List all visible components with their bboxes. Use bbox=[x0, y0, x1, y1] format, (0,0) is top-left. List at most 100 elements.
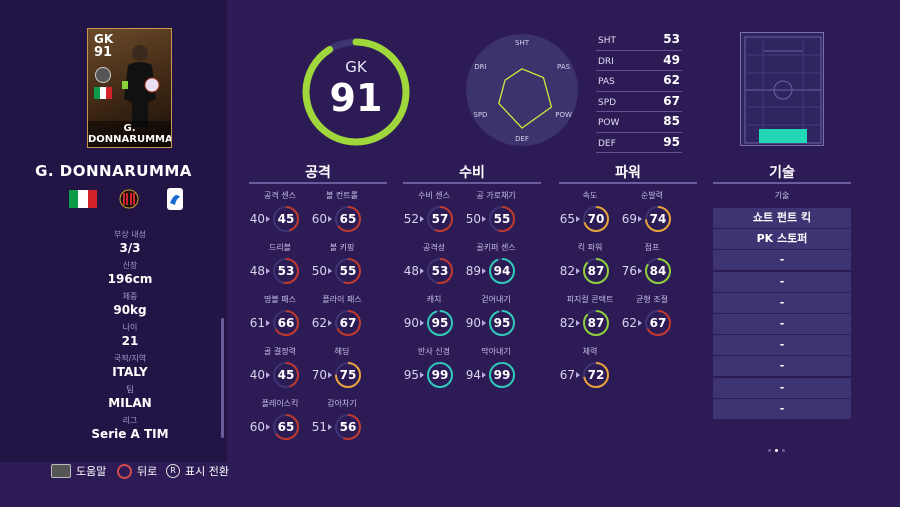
radar-label-sht: SHT bbox=[515, 39, 530, 47]
attribute-ring: 66 bbox=[272, 309, 300, 337]
arrow-right-icon bbox=[266, 320, 270, 326]
attribute-values: 60 65 bbox=[309, 205, 362, 233]
skill-slot[interactable]: - bbox=[713, 356, 851, 377]
help-hint[interactable]: 도움말 bbox=[51, 463, 106, 479]
attribute-value: 56 bbox=[339, 420, 357, 434]
attribute-ring: 74 bbox=[644, 205, 672, 233]
attribute-ring-arc bbox=[489, 206, 515, 232]
attribute-ring: 87 bbox=[582, 257, 610, 285]
skill-slot[interactable]: - bbox=[713, 292, 851, 313]
arrow-right-icon bbox=[328, 320, 332, 326]
attribute-ring-arc bbox=[335, 258, 361, 284]
skill-slot[interactable]: - bbox=[713, 335, 851, 356]
attribute-values: 95 99 bbox=[401, 361, 454, 389]
summary-stat-value: 95 bbox=[663, 134, 680, 149]
attribute-ring-arc bbox=[273, 258, 299, 284]
attribute-attack: 볼 키핑 50 55 bbox=[311, 242, 411, 284]
attribute-value: 55 bbox=[493, 212, 511, 226]
gauge-position: GK bbox=[345, 58, 367, 76]
back-hint[interactable]: 뒤로 bbox=[117, 463, 157, 479]
attribute-ring-arc bbox=[427, 206, 453, 232]
attribute-defense: 반사 신경 95 99 bbox=[401, 346, 503, 389]
toggle-view-hint[interactable]: R 표시 전환 bbox=[166, 463, 229, 479]
nationality-flag-icon bbox=[69, 190, 97, 208]
skill-slot[interactable]: PK 스토퍼 bbox=[713, 229, 851, 250]
attribute-value: 99 bbox=[493, 368, 511, 382]
attribute-values: 61 66 bbox=[247, 309, 300, 337]
attribute-label: 막아내기 bbox=[481, 347, 511, 356]
skill-slot[interactable]: - bbox=[713, 250, 851, 271]
skill-slot[interactable]: - bbox=[713, 271, 851, 292]
attribute-value: 66 bbox=[277, 316, 295, 330]
attribute-attack: 헤딩 70 75 bbox=[311, 346, 411, 388]
attribute-defense: 캐치 90 95 bbox=[401, 294, 503, 337]
attribute-label: 공 가로채기 bbox=[476, 191, 516, 200]
summary-stat-row: SHT 53 bbox=[596, 30, 682, 51]
attribute-base-value: 82 bbox=[559, 264, 575, 278]
arrow-right-icon bbox=[420, 372, 424, 378]
attribute-values: 65 70 bbox=[557, 205, 610, 233]
gk-zone-highlight bbox=[759, 129, 807, 143]
attribute-ring-arc bbox=[273, 414, 299, 440]
attribute-ring: 95 bbox=[426, 309, 454, 337]
attribute-values: 90 95 bbox=[401, 309, 454, 337]
summary-stat-value: 49 bbox=[663, 52, 680, 67]
attribute-ring-arc bbox=[645, 206, 671, 232]
skill-slot[interactable]: - bbox=[713, 398, 851, 419]
info-value: ITALY bbox=[112, 365, 148, 379]
attribute-ring: 94 bbox=[488, 257, 516, 285]
league-logo-icon bbox=[167, 188, 183, 210]
radar-label-dri: DRI bbox=[474, 63, 486, 71]
skill-slot[interactable]: - bbox=[713, 313, 851, 334]
radar-label-def: DEF bbox=[515, 135, 529, 143]
attribute-base-value: 40 bbox=[249, 212, 265, 226]
attribute-ring-arc bbox=[489, 258, 515, 284]
skill-slot[interactable]: - bbox=[713, 377, 851, 398]
arrow-right-icon bbox=[266, 372, 270, 378]
skills-label: 기술 bbox=[774, 191, 790, 200]
attribute-value: 67 bbox=[649, 316, 667, 330]
position-pitch bbox=[740, 32, 824, 146]
attribute-values: 90 95 bbox=[463, 309, 516, 337]
arrow-right-icon bbox=[328, 424, 332, 430]
arrow-right-icon bbox=[576, 268, 580, 274]
attribute-power: 킥 파워 82 87 bbox=[559, 242, 659, 285]
attribute-value: 99 bbox=[431, 368, 449, 382]
attribute-label: 피지컬 콘택트 bbox=[566, 295, 614, 304]
attribute-value: 55 bbox=[339, 264, 357, 278]
attribute-base-value: 61 bbox=[249, 316, 265, 330]
info-label: 리그 bbox=[122, 416, 138, 425]
attribute-attack: 골 결정력 40 45 bbox=[249, 346, 349, 388]
attribute-attack: 드리블 48 53 bbox=[249, 242, 349, 284]
attribute-base-value: 48 bbox=[403, 264, 419, 278]
arrow-right-icon bbox=[638, 268, 642, 274]
attribute-ring-arc bbox=[335, 362, 361, 388]
attribute-values: 76 84 bbox=[619, 257, 672, 285]
info-scrollbar[interactable] bbox=[221, 318, 224, 438]
attribute-label: 땅볼 패스 bbox=[264, 295, 296, 304]
attribute-label: 걷어내기 bbox=[481, 295, 511, 304]
radar-label-pow: POW bbox=[555, 111, 572, 119]
back-label: 뒤로 bbox=[137, 465, 158, 478]
category-attack: 공격 bbox=[249, 162, 387, 184]
attribute-value: 45 bbox=[277, 212, 295, 226]
attribute-defense: 골키퍼 센스 89 94 bbox=[463, 242, 565, 285]
help-label: 도움말 bbox=[76, 465, 107, 478]
gauge-overall: 91 bbox=[329, 76, 383, 120]
summary-stat-key: SPD bbox=[598, 97, 617, 108]
info-label: 국적/지역 bbox=[113, 354, 147, 363]
attribute-attack: 볼 컨트롤 60 65 bbox=[309, 190, 411, 233]
attribute-label: 공격 센스 bbox=[264, 191, 296, 200]
attribute-ring-arc bbox=[489, 362, 515, 388]
attribute-base-value: 69 bbox=[621, 212, 637, 226]
skill-slot[interactable]: 쇼트 펀트 킥 bbox=[713, 208, 851, 228]
summary-stat-row: SPD 67 bbox=[596, 92, 682, 112]
attribute-label: 속도 bbox=[582, 191, 598, 200]
info-label: 나이 bbox=[122, 323, 138, 332]
attribute-label: 플라이 패스 bbox=[322, 295, 362, 304]
summary-stat-value: 85 bbox=[663, 114, 680, 128]
summary-stat-key: SHT bbox=[598, 36, 616, 46]
info-value: 90kg bbox=[113, 303, 147, 317]
attribute-values: 89 94 bbox=[463, 257, 516, 285]
attribute-value: 75 bbox=[339, 368, 357, 382]
